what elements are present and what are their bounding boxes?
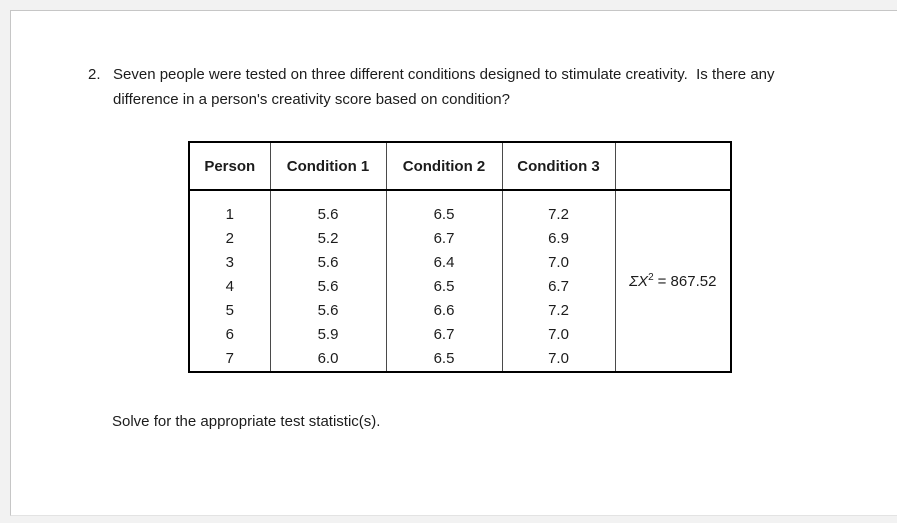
question-text: Seven people were tested on three differ…: [113, 62, 775, 112]
person-value: 4: [225, 278, 234, 295]
condition-1-value: 5.6: [317, 206, 339, 223]
condition-1-value: 5.6: [317, 254, 339, 271]
sum-of-squares-value: = 867.52: [657, 272, 717, 290]
sum-of-squares-annotation: ΣX2 = 867.52: [629, 271, 717, 290]
person-value: 7: [225, 350, 234, 367]
document-page: 2. Seven people were tested on three dif…: [10, 10, 897, 516]
col-header-empty: [614, 141, 732, 191]
col-header-condition-3: Condition 3: [501, 141, 616, 191]
col-header-condition-1: Condition 1: [269, 141, 387, 191]
condition-2-value: 6.4: [433, 254, 455, 271]
condition-2-value: 6.7: [433, 326, 455, 343]
condition-2-value: 6.5: [433, 206, 455, 223]
col-header-person: Person: [188, 141, 271, 191]
sigma-x-exponent: 2: [648, 271, 654, 283]
table-header-row: Person Condition 1 Condition 2 Condition…: [188, 141, 732, 191]
person-value: 3: [225, 254, 234, 271]
person-column: 1 2 3 4 5 6 7: [188, 189, 271, 373]
person-value: 1: [225, 206, 234, 223]
instruction-text: Solve for the appropriate test statistic…: [112, 413, 381, 430]
person-value: 6: [225, 326, 234, 343]
question-text-line-1: Seven people were tested on three differ…: [113, 66, 775, 83]
condition-1-value: 5.6: [317, 302, 339, 319]
condition-3-value: 7.2: [548, 302, 569, 319]
person-value: 2: [225, 230, 234, 247]
sigma-x-symbol: ΣX: [629, 272, 649, 290]
condition-1-column: 5.6 5.2 5.6 5.6 5.6 5.9 6.0: [269, 189, 387, 373]
sum-of-squares-cell: ΣX2 = 867.52: [614, 189, 732, 373]
creativity-data-table: Person Condition 1 Condition 2 Condition…: [188, 141, 732, 373]
condition-1-value: 5.2: [317, 230, 339, 247]
condition-3-value: 7.0: [548, 326, 569, 343]
condition-3-value: 7.0: [548, 350, 569, 367]
condition-2-value: 6.5: [433, 278, 455, 295]
condition-3-column: 7.2 6.9 7.0 6.7 7.2 7.0 7.0: [501, 189, 616, 373]
person-value: 5: [225, 302, 234, 319]
condition-3-value: 6.7: [548, 278, 569, 295]
condition-1-value: 5.6: [317, 278, 339, 295]
condition-2-value: 6.6: [433, 302, 455, 319]
col-header-condition-2: Condition 2: [385, 141, 503, 191]
condition-1-value: 6.0: [317, 350, 339, 367]
question-number: 2.: [88, 66, 101, 83]
condition-2-value: 6.5: [433, 350, 455, 367]
condition-3-value: 7.2: [548, 206, 569, 223]
condition-2-value: 6.7: [433, 230, 455, 247]
condition-3-value: 6.9: [548, 230, 569, 247]
condition-3-value: 7.0: [548, 254, 569, 271]
condition-1-value: 5.9: [317, 326, 339, 343]
table-body-row: 1 2 3 4 5 6 7 5.6 5.2 5.6 5.6 5.6 5.9 6.…: [188, 189, 732, 373]
condition-2-column: 6.5 6.7 6.4 6.5 6.6 6.7 6.5: [385, 189, 503, 373]
question-block: 2. Seven people were tested on three dif…: [88, 62, 775, 112]
question-text-line-2: difference in a person's creativity scor…: [113, 91, 510, 108]
